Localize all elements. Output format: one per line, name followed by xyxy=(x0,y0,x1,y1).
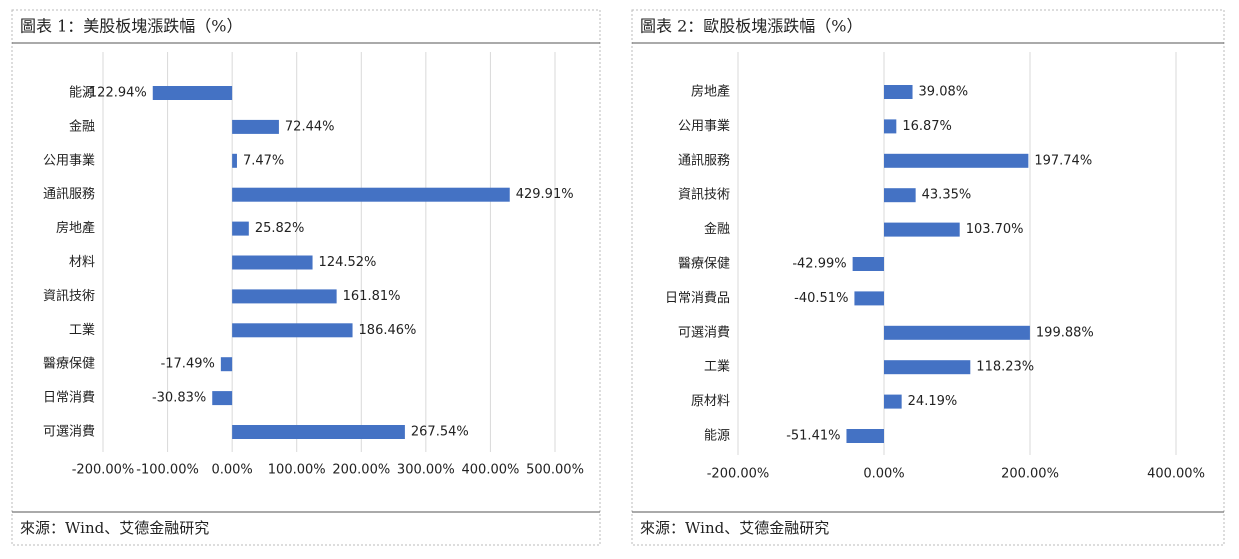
data-label: -40.51% xyxy=(794,291,848,306)
x-tick-label: 0.00% xyxy=(211,463,252,478)
category-label: 原材料 xyxy=(691,394,730,409)
category-label: 可選消費 xyxy=(43,425,95,440)
source: 來源：Wind、艾德金融研究 xyxy=(640,519,829,537)
bar xyxy=(884,188,916,203)
bar xyxy=(884,325,1030,340)
data-label: -42.99% xyxy=(792,257,846,272)
bar xyxy=(232,187,510,202)
bar xyxy=(232,153,237,168)
data-label: 7.47% xyxy=(243,153,284,168)
chart-title: 圖表 2：歐股板塊漲跌幅（%） xyxy=(640,17,862,36)
bar xyxy=(884,85,913,99)
source: 來源：Wind、艾德金融研究 xyxy=(20,519,209,537)
category-label: 通訊服務 xyxy=(678,153,730,168)
bar xyxy=(152,86,233,100)
bar xyxy=(232,255,313,270)
data-label: 186.46% xyxy=(359,323,417,338)
category-label: 公用事業 xyxy=(43,152,95,168)
data-label: 118.23% xyxy=(976,360,1034,375)
data-label: 103.70% xyxy=(966,222,1024,237)
chart-title: 圖表 1：美股板塊漲跌幅（%） xyxy=(20,17,242,36)
category-label: 能源 xyxy=(69,86,95,101)
bar xyxy=(232,289,337,304)
bar xyxy=(854,291,884,306)
category-label: 資訊技術 xyxy=(678,188,730,203)
x-tick-label: 300.00% xyxy=(397,463,455,478)
x-tick-label: 500.00% xyxy=(526,463,584,478)
bar xyxy=(852,257,884,271)
bar xyxy=(220,357,233,372)
x-tick-label: 200.00% xyxy=(1001,467,1059,482)
category-label: 可選消費 xyxy=(678,325,730,340)
bar xyxy=(232,425,405,439)
data-label: 124.52% xyxy=(319,255,377,270)
panel-border xyxy=(11,9,601,546)
x-tick-label: 400.00% xyxy=(1147,467,1205,482)
data-label: 39.08% xyxy=(919,85,969,100)
data-label: 43.35% xyxy=(922,188,972,203)
category-label: 能源 xyxy=(704,429,730,444)
x-tick-label: -100.00% xyxy=(136,463,199,478)
data-label: -17.49% xyxy=(161,357,215,372)
data-label: -30.83% xyxy=(152,391,206,406)
category-label: 材料 xyxy=(69,255,95,270)
data-label: 199.88% xyxy=(1036,325,1094,340)
category-label: 通訊服務 xyxy=(43,187,95,202)
data-label: 429.91% xyxy=(516,187,574,202)
category-label: 工業 xyxy=(69,322,95,338)
panel-border xyxy=(631,9,1225,546)
data-label: 72.44% xyxy=(285,119,335,134)
x-tick-label: 400.00% xyxy=(462,463,520,478)
bar xyxy=(232,221,249,236)
category-label: 公用事業 xyxy=(678,118,730,134)
data-label: 24.19% xyxy=(908,394,958,409)
category-label: 醫療保健 xyxy=(43,357,95,372)
x-tick-label: 100.00% xyxy=(268,463,326,478)
data-label: -51.41% xyxy=(786,429,840,444)
category-label: 房地產 xyxy=(56,220,95,236)
category-label: 資訊技術 xyxy=(43,289,95,304)
bar xyxy=(884,119,897,134)
category-label: 金融 xyxy=(704,221,730,237)
category-label: 金融 xyxy=(69,118,95,134)
data-label: -122.94% xyxy=(84,86,147,101)
x-tick-label: -200.00% xyxy=(72,463,135,478)
category-label: 工業 xyxy=(704,359,730,375)
bar xyxy=(884,153,1029,168)
x-tick-label: -200.00% xyxy=(707,467,770,482)
data-label: 197.74% xyxy=(1034,153,1092,168)
x-tick-label: 200.00% xyxy=(332,463,390,478)
category-label: 醫療保健 xyxy=(678,257,730,272)
x-tick-label: 0.00% xyxy=(863,467,904,482)
bar xyxy=(212,391,233,406)
bar xyxy=(232,119,279,134)
data-label: 161.81% xyxy=(343,289,401,304)
bar xyxy=(884,394,902,409)
data-label: 16.87% xyxy=(902,119,952,134)
bar xyxy=(846,429,884,443)
bar xyxy=(884,360,971,375)
data-label: 25.82% xyxy=(255,221,305,236)
category-label: 房地產 xyxy=(691,84,730,100)
bar xyxy=(884,222,960,237)
category-label: 日常消費 xyxy=(43,391,95,406)
bar xyxy=(232,323,353,338)
category-label: 日常消費品 xyxy=(665,291,730,306)
data-label: 267.54% xyxy=(411,425,469,440)
